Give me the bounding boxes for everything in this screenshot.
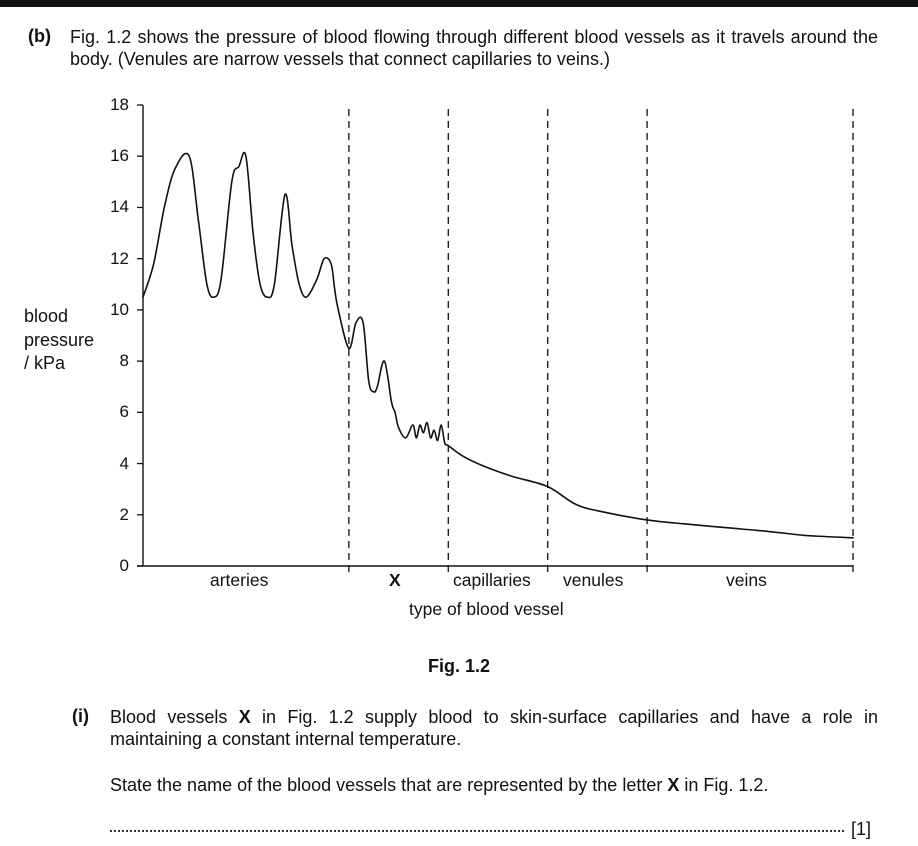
category-venules: venules: [563, 570, 624, 590]
q2-text-a: State the name of the blood vessels that…: [110, 775, 668, 795]
subquestion-label: (i): [72, 706, 89, 726]
y-tick-label: 18: [110, 95, 129, 114]
y-tick-label: 4: [119, 453, 129, 473]
y-tick-label: 12: [110, 248, 129, 268]
y-tick-label: 16: [110, 146, 129, 166]
figure-caption: Fig. 1.2: [427, 656, 490, 676]
q1-text-b: in Fig. 1.2 supply blood to skin-surface…: [110, 707, 878, 749]
q2-text-b: in Fig. 1.2.: [679, 775, 769, 795]
question-paragraph-1: Blood vessels X in Fig. 1.2 supply blood…: [110, 706, 878, 750]
y-tick-label: 0: [119, 556, 129, 575]
q1-text-a: Blood vessels: [110, 707, 239, 727]
category-arteries: arteries: [210, 570, 269, 590]
q1-letter-x: X: [238, 707, 251, 727]
pressure-curve: [142, 151, 854, 539]
category-capillaries: capillaries: [453, 570, 531, 590]
y-tick-label: 2: [119, 504, 129, 524]
y-tick-label: 8: [119, 351, 129, 371]
ylabel-line-2: pressure: [24, 330, 95, 350]
y-tick-label: 14: [110, 197, 129, 217]
category-veins: veins: [726, 570, 767, 590]
intro-text: Fig. 1.2 shows the pressure of blood flo…: [70, 27, 878, 69]
answer-line[interactable]: [110, 829, 844, 832]
category-x: X: [389, 570, 401, 590]
part-label: (b): [28, 26, 51, 46]
ylabel-line-3: / kPa: [24, 353, 66, 373]
x-axis-label: type of blood vessel: [409, 599, 564, 619]
y-tick-label: 6: [119, 402, 129, 422]
marks-label: [1]: [851, 819, 872, 839]
ylabel-line-1: blood: [24, 306, 69, 326]
question-paragraph-2: State the name of the blood vessels that…: [110, 774, 878, 796]
top-border: [0, 0, 918, 7]
q2-letter-x: X: [667, 775, 680, 795]
y-tick-label: 10: [110, 299, 129, 319]
